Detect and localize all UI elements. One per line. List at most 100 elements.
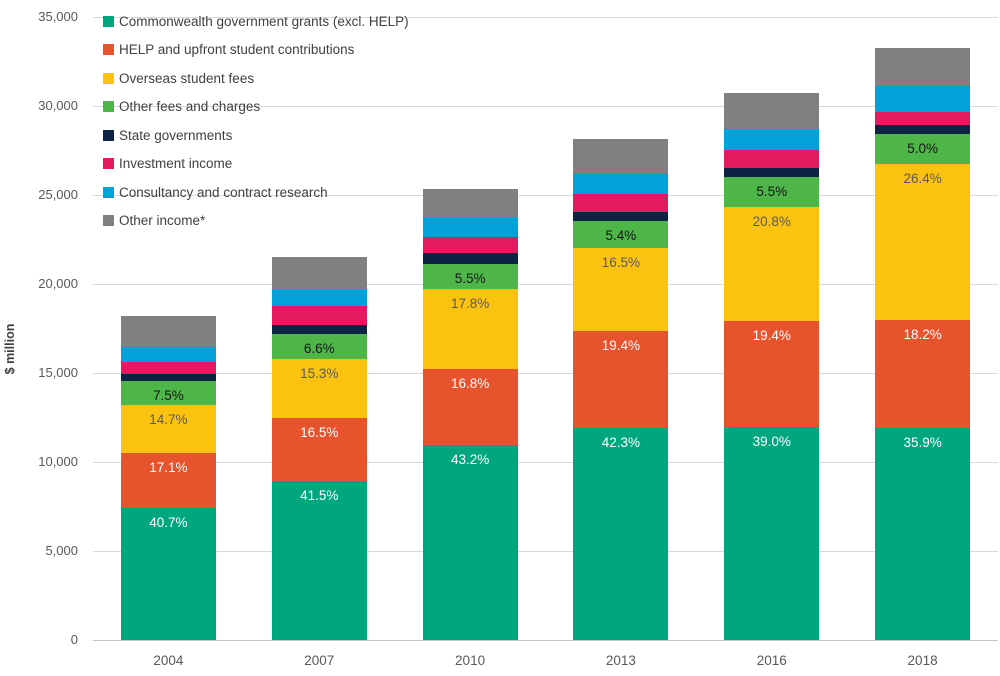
- legend-label: HELP and upfront student contributions: [119, 42, 355, 58]
- data-label: 14.7%: [149, 412, 188, 428]
- gridline: [93, 550, 998, 552]
- y-tick-label: 25,000: [38, 187, 78, 202]
- bar-2016-6: [724, 150, 820, 169]
- legend-label: Investment income: [119, 156, 233, 172]
- y-tick-label: 10,000: [38, 454, 78, 469]
- data-label: 5.0%: [907, 140, 938, 156]
- bar-2010-5: [422, 252, 518, 265]
- y-tick-label: 15,000: [38, 365, 78, 380]
- x-axis-label-2007: 2007: [304, 653, 335, 668]
- legend-swatch-icon: [103, 101, 114, 113]
- legend-swatch-icon: [103, 15, 114, 27]
- bar-2004-4: 7.5%: [120, 380, 216, 406]
- bar-2013-3: 16.5%: [573, 248, 669, 331]
- x-axis-label-2004: 2004: [153, 653, 184, 668]
- legend: Commonwealth government grants (excl. HE…: [103, 7, 409, 235]
- x-axis-label-2018: 2018: [907, 653, 938, 668]
- legend-label: Other fees and charges: [119, 99, 261, 115]
- bar-2018-4: 5.0%: [875, 133, 971, 164]
- legend-label: Other income*: [119, 213, 206, 229]
- data-label: 19.4%: [752, 327, 791, 343]
- bar-2016-4: 5.5%: [724, 176, 820, 207]
- legend-item-8: Other income*: [103, 207, 409, 236]
- bar-2013-1: 42.3%: [573, 428, 669, 640]
- x-axis-line: [93, 639, 998, 641]
- bar-2004-7: [120, 346, 216, 362]
- x-axis-label-2013: 2013: [605, 653, 636, 668]
- data-label: 26.4%: [903, 170, 942, 186]
- bar-2018-8: [875, 48, 971, 87]
- bar-2013-6: [573, 194, 669, 213]
- legend-label: Overseas student fees: [119, 70, 255, 86]
- legend-item-3: Overseas student fees: [103, 64, 409, 93]
- legend-item-7: Consultancy and contract research: [103, 178, 409, 207]
- bar-2007-7: [271, 288, 367, 307]
- data-label: 35.9%: [903, 434, 942, 450]
- legend-label: State governments: [119, 127, 233, 143]
- bar-2016-5: [724, 168, 820, 177]
- bar-2007-1: 41.5%: [271, 481, 367, 640]
- legend-swatch-icon: [103, 44, 114, 56]
- y-tick-label: 0: [70, 632, 78, 647]
- gridline: [93, 16, 998, 18]
- data-label: 16.5%: [300, 425, 339, 441]
- bar-2016-7: [724, 128, 820, 151]
- gridline: [93, 372, 998, 374]
- bar-2018-2: 18.2%: [875, 319, 971, 428]
- legend-swatch-icon: [103, 72, 114, 84]
- bar-2018-3: 26.4%: [875, 163, 971, 320]
- bar-2004-5: [120, 373, 216, 381]
- bar-2007-2: 16.5%: [271, 418, 367, 482]
- legend-item-5: State governments: [103, 121, 409, 150]
- data-label: 16.5%: [601, 255, 641, 271]
- bar-2007-8: [271, 257, 367, 289]
- gridline: [93, 461, 998, 463]
- y-tick-label: 30,000: [38, 98, 78, 113]
- bar-2004-8: [120, 316, 216, 347]
- bar-2013-7: [573, 174, 669, 195]
- bar-2004-1: 40.7%: [120, 508, 216, 640]
- bar-2018-7: [875, 86, 971, 112]
- gridline: [93, 105, 998, 107]
- legend-item-6: Investment income: [103, 150, 409, 179]
- data-label: 16.8%: [450, 376, 490, 392]
- bar-2010-2: 16.8%: [422, 369, 518, 446]
- bar-2016-8: [724, 92, 820, 129]
- data-label: 17.8%: [450, 295, 490, 311]
- bar-2016-1: 39.0%: [724, 426, 820, 640]
- bar-2010-6: [422, 236, 518, 253]
- legend-item-2: HELP and upfront student contributions: [103, 36, 409, 65]
- legend-item-4: Other fees and charges: [103, 93, 409, 122]
- data-label: 43.2%: [450, 452, 490, 468]
- data-label: 41.5%: [300, 488, 339, 504]
- bar-2007-4: 6.6%: [271, 334, 367, 360]
- data-label: 6.6%: [303, 341, 335, 357]
- x-axis-label-2010: 2010: [455, 653, 486, 668]
- bar-2004-3: 14.7%: [120, 405, 216, 453]
- bar-2013-4: 5.4%: [573, 221, 669, 249]
- bar-2016-2: 19.4%: [724, 320, 820, 427]
- bar-2013-8: [573, 138, 669, 175]
- bar-2010-8: [422, 188, 518, 218]
- bar-2018-6: [875, 111, 971, 126]
- legend-swatch-icon: [103, 186, 114, 198]
- gridline: [93, 194, 998, 196]
- legend-swatch-icon: [103, 129, 114, 141]
- data-label: 19.4%: [601, 337, 641, 353]
- data-label: 40.7%: [149, 515, 188, 531]
- bar-2016-3: 20.8%: [724, 206, 820, 321]
- gridline: [93, 283, 998, 285]
- data-label: 18.2%: [903, 326, 942, 342]
- bar-2010-1: 43.2%: [422, 445, 518, 640]
- bar-2013-2: 19.4%: [573, 330, 669, 429]
- legend-label: Commonwealth government grants (excl. HE…: [119, 13, 409, 29]
- bar-2007-6: [271, 306, 367, 326]
- data-label: 42.3%: [601, 435, 641, 451]
- y-tick-label: 35,000: [38, 9, 78, 24]
- data-label: 5.5%: [454, 271, 486, 287]
- y-tick-label: 20,000: [38, 276, 78, 291]
- data-label: 39.0%: [752, 433, 791, 449]
- legend-swatch-icon: [103, 215, 114, 227]
- legend-swatch-icon: [103, 158, 114, 170]
